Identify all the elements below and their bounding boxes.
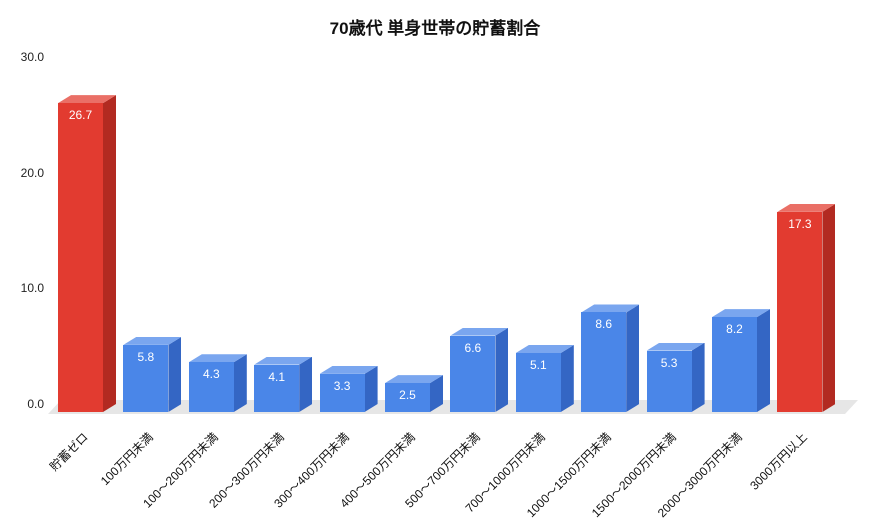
y-axis-tick-label: 20.0 bbox=[20, 165, 44, 180]
bar-side-face bbox=[233, 354, 247, 412]
bar-side-face bbox=[430, 375, 443, 412]
bar-value-label: 26.7 bbox=[68, 108, 93, 123]
bar-top-face bbox=[515, 344, 574, 353]
bar-value-label: 4.1 bbox=[268, 369, 286, 384]
bar-front bbox=[319, 373, 365, 412]
bar-value-label: 6.6 bbox=[464, 340, 482, 355]
bar-side-face bbox=[560, 344, 574, 412]
bar-top-face bbox=[581, 304, 640, 313]
bar-value-label: 3.3 bbox=[333, 378, 351, 393]
bar-side-face bbox=[103, 95, 116, 412]
y-axis-tick-label: 0.0 bbox=[27, 397, 44, 411]
bar-side-face bbox=[168, 336, 182, 412]
bar-value-label: 4.3 bbox=[202, 367, 220, 382]
bar-side-face bbox=[299, 356, 313, 412]
bar-top-face bbox=[188, 354, 247, 363]
bar-front bbox=[712, 317, 757, 412]
bar-value-label: 8.6 bbox=[595, 317, 613, 332]
bar-top-face bbox=[319, 365, 378, 374]
bar-value-label: 17.3 bbox=[788, 216, 812, 231]
bar-front bbox=[581, 312, 627, 412]
bar-value-label: 5.1 bbox=[529, 357, 547, 372]
chart-title: 70歳代 単身世帯の貯蓄割合 bbox=[329, 19, 541, 38]
bar-front bbox=[58, 103, 103, 412]
bar-top-face bbox=[385, 375, 443, 384]
bar-top-face bbox=[712, 309, 770, 318]
bar-value-label: 8.2 bbox=[726, 322, 743, 337]
bar-value-label: 5.8 bbox=[137, 349, 155, 364]
bar-top-face bbox=[777, 203, 836, 212]
bar-side-face bbox=[757, 309, 770, 412]
y-axis-tick-label: 10.0 bbox=[20, 281, 44, 296]
bar-top-face bbox=[254, 356, 313, 365]
bar-top-face bbox=[450, 327, 509, 336]
bar-front bbox=[254, 364, 300, 412]
bar-front bbox=[777, 211, 823, 412]
bar-side-face bbox=[495, 327, 509, 412]
bar-side-face bbox=[691, 342, 705, 412]
bar-top-face bbox=[646, 342, 705, 351]
bar-front bbox=[188, 362, 234, 412]
bar-front bbox=[450, 335, 496, 412]
bar-front bbox=[385, 383, 430, 412]
bar-top-face bbox=[123, 336, 182, 345]
y-axis-tick-label: 30.0 bbox=[20, 49, 44, 64]
bar-value-label: 5.3 bbox=[660, 355, 678, 370]
bar-side-face bbox=[822, 203, 836, 412]
bar-front bbox=[123, 344, 169, 412]
bar-value-label: 2.5 bbox=[399, 388, 416, 403]
bar-side-face bbox=[364, 365, 378, 412]
bar-front bbox=[515, 352, 561, 412]
bar-side-face bbox=[626, 304, 640, 412]
bar-top-face bbox=[58, 95, 116, 104]
bar-front bbox=[646, 350, 692, 412]
